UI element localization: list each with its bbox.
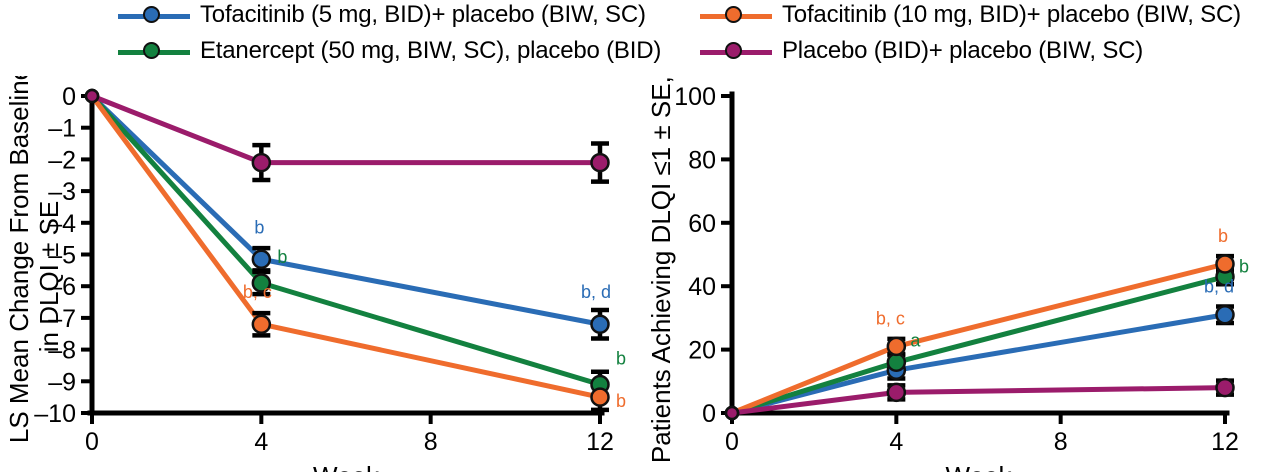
data-point-marker [590,387,610,407]
line-chart-dlqi-change: 0 –1 –2 –3 –4 –5 –6 –7 –8 –9 –10 0 4 8 12 Week LS Mean C… [4,76,626,472]
y-axis-tick-label: –10 [34,400,76,428]
data-point-marker [590,314,610,334]
legend-item-tofacitinib-10mg[interactable]: Tofacitinib (10 mg, BID)+ placebo (BIW, … [700,2,1241,28]
y-axis-tick-label: 100 [674,83,716,111]
data-point-marker [251,152,272,173]
y-axis-tick-label: –4 [48,210,76,238]
data-point-marker [251,314,272,334]
legend-key-line-marker-icon [700,39,772,63]
data-point-marker [1215,377,1235,398]
legend-key-dot [725,42,742,59]
y-axis-tick-label: –9 [48,368,76,396]
legend-key-dot [143,6,160,23]
x-axis-tick-label: 8 [1054,428,1068,456]
y-axis-title: LS Mean Change From Baseline [4,76,34,443]
significance-annotation: b, d [581,282,611,302]
x-axis-title: Week [313,461,380,472]
x-axis-tick-label: 4 [254,428,268,456]
y-axis-tick-label: –6 [48,273,76,301]
significance-annotation: a [910,330,921,350]
data-point-marker [84,88,100,104]
significance-annotation: b [1218,226,1228,246]
significance-annotation: b, d [1204,277,1234,297]
series-line [91,93,600,166]
legend-item-etanercept-50mg[interactable]: Etanercept (50 mg, BIW, SC), placebo (BI… [118,38,661,64]
chart-legend: Tofacitinib (5 mg, BID)+ placebo (BIW, S… [0,0,1280,76]
y-axis-tick-label: –1 [48,115,76,143]
x-axis-tick-label: 8 [424,428,438,456]
data-point-marker [886,352,907,373]
x-axis-tick-label: 4 [889,428,903,456]
legend-item-label: Placebo (BID)+ placebo (BIW, SC) [782,37,1144,64]
x-axis-title: Week [946,461,1013,472]
series-line [731,312,1226,416]
y-axis-tick-label: –5 [48,242,76,270]
significance-annotation: b [616,391,626,411]
legend-item-label: Tofacitinib (10 mg, BID)+ placebo (BIW, … [782,1,1241,28]
significance-annotation: b [616,348,626,368]
legend-key-dot [725,6,742,23]
data-point-marker [251,273,272,293]
series-line [90,94,601,327]
legend-key-dot [143,42,160,59]
y-axis-title: Patients Achieving DLQI ≤1 ± SE, % [646,76,676,463]
significance-annotation: b, c [876,308,905,328]
y-axis-tick-label: –2 [48,146,76,174]
x-axis-tick-label: 12 [586,428,614,456]
legend-item-label: Tofacitinib (5 mg, BID)+ placebo (BIW, S… [200,1,646,28]
y-axis-tick-label: 60 [688,210,716,238]
y-axis-title-line2: in DLQI ± SE [34,201,64,353]
data-point-marker [590,152,610,173]
chart-panel-dlqi-change: 0 –1 –2 –3 –4 –5 –6 –7 –8 –9 –10 0 4 8 12 Week LS Mean C… [0,76,640,472]
y-axis-tick-label: 0 [702,400,716,428]
legend-key-line-marker-icon [700,3,772,27]
data-point-marker [1215,304,1235,325]
significance-annotation: b, c [243,282,272,302]
legend-item-placebo[interactable]: Placebo (BID)+ placebo (BIW, SC) [700,38,1143,64]
y-axis-tick-label: –3 [48,178,76,206]
line-chart-dlqi-response: 0 20 40 60 80 100 0 4 8 12 Week Patients Achieving … [646,76,1249,472]
chart-panel-dlqi-response: 0 20 40 60 80 100 0 4 8 12 Week Patients Achieving … [640,76,1280,472]
legend-key-line-marker-icon [118,3,190,27]
x-axis-tick-label: 0 [85,428,99,456]
data-point-marker [886,336,907,357]
significance-annotation: b [1239,257,1249,277]
data-point-marker [886,382,907,403]
significance-annotation: b [254,217,264,237]
y-axis-tick-label: 20 [688,337,716,365]
data-point-marker [251,249,272,270]
series-line [89,94,601,400]
y-axis-tick-label: 40 [688,273,716,301]
data-point-marker [1215,254,1235,274]
legend-item-label: Etanercept (50 mg, BIW, SC), placebo (BI… [200,37,662,64]
legend-item-tofacitinib-5mg[interactable]: Tofacitinib (5 mg, BID)+ placebo (BIW, S… [118,2,646,28]
legend-key-line-marker-icon [118,39,190,63]
significance-annotation: b [277,247,287,267]
x-axis-tick-label: 12 [1211,428,1239,456]
y-axis-tick-label: 0 [62,83,76,111]
y-axis-tick-label: 80 [688,146,716,174]
y-axis-tick-label: –8 [48,337,76,365]
x-axis-tick-label: 0 [725,428,739,456]
data-point-marker [724,405,740,421]
y-axis-tick-label: –7 [48,305,76,333]
